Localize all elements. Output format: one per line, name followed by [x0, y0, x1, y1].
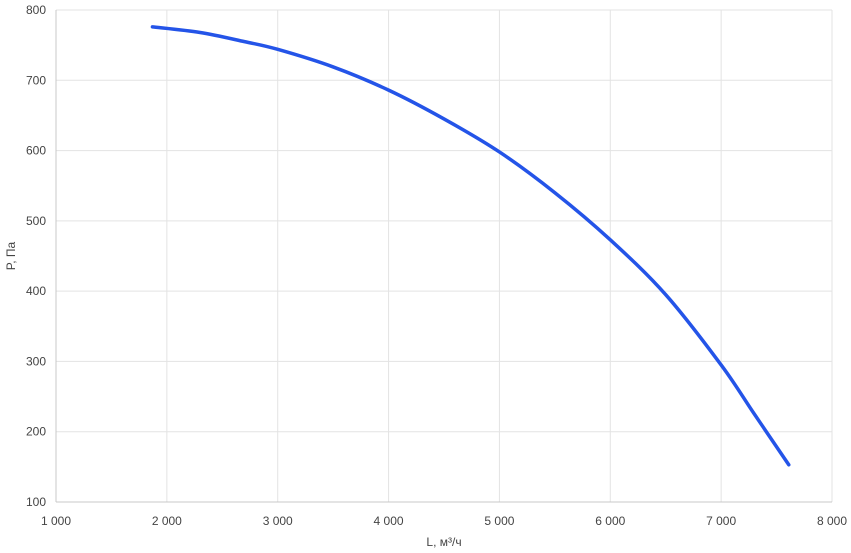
x-tick-label: 7 000 [706, 514, 736, 528]
x-axis-ticks: 1 000 2 000 3 000 4 000 5 000 6 000 7 000 8 000 [41, 514, 847, 528]
grid [55, 9, 833, 503]
axes [55, 10, 832, 503]
y-tick-label: 300 [26, 354, 46, 368]
x-tick-label: 3 000 [263, 514, 293, 528]
x-tick-label: 8 000 [817, 514, 847, 528]
x-tick-label: 6 000 [595, 514, 625, 528]
y-axis-ticks: 100 200 300 400 500 600 700 800 [26, 3, 46, 509]
y-tick-label: 100 [26, 495, 46, 509]
y-tick-label: 700 [26, 73, 46, 87]
y-tick-label: 800 [26, 3, 46, 17]
series-layer [150, 25, 791, 467]
x-tick-label: 2 000 [152, 514, 182, 528]
x-axis-title: L, м³/ч [426, 535, 461, 549]
y-axis-title: P, Па [4, 241, 18, 270]
y-tick-label: 400 [26, 284, 46, 298]
y-tick-label: 600 [26, 144, 46, 158]
x-tick-label: 1 000 [41, 514, 71, 528]
x-tick-label: 4 000 [374, 514, 404, 528]
series-line-0 [150, 25, 791, 467]
x-tick-label: 5 000 [484, 514, 514, 528]
y-tick-label: 200 [26, 425, 46, 439]
y-tick-label: 500 [26, 214, 46, 228]
